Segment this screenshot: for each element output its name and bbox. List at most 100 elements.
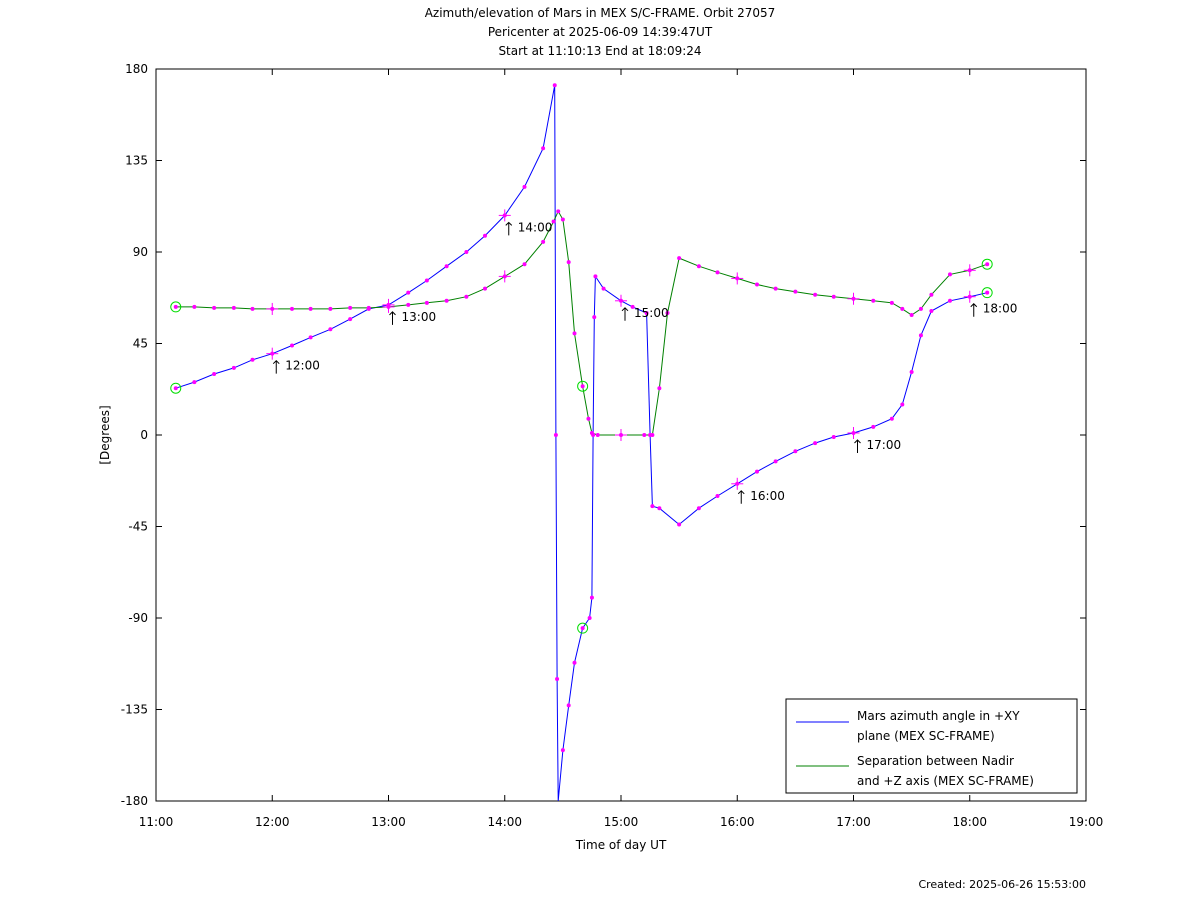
data-point-1	[580, 384, 585, 389]
hour-label: 12:00	[285, 359, 320, 373]
data-point-1	[586, 416, 591, 421]
series-line-1	[175, 210, 988, 436]
y-axis-label: [Degrees]	[98, 405, 112, 464]
data-point-1	[715, 270, 720, 275]
data-point-0	[889, 416, 894, 421]
y-tick-label: -180	[121, 794, 148, 808]
x-tick-label: 17:00	[836, 815, 871, 829]
data-point-0	[715, 494, 720, 498]
x-tick-label: 19:00	[1069, 815, 1104, 829]
data-point-1	[328, 306, 333, 311]
endpoint-circle	[981, 287, 993, 299]
y-tick-label: 180	[125, 62, 148, 76]
data-point-1	[985, 262, 990, 267]
data-point-0	[406, 290, 411, 295]
data-point-1	[657, 386, 662, 391]
data-point-1	[173, 304, 178, 309]
data-point-1	[556, 209, 561, 214]
data-point-0	[644, 311, 649, 315]
data-point-1	[909, 313, 914, 318]
data-point-0	[650, 504, 655, 509]
data-point-1	[250, 306, 255, 311]
data-point-0	[831, 435, 836, 440]
hour-arrow	[737, 490, 745, 504]
data-point-0	[552, 83, 557, 88]
data-point-0	[909, 369, 914, 374]
hour-label: 17:00	[867, 438, 902, 452]
legend: Mars azimuth angle in +XY plane (MEX SC-…	[785, 698, 1078, 794]
data-point-0	[328, 327, 333, 332]
data-point-1	[677, 256, 682, 261]
data-point-0	[755, 469, 760, 474]
data-point-0	[900, 402, 905, 407]
data-point-0	[580, 626, 585, 631]
data-point-0	[918, 333, 923, 338]
x-tick-label: 15:00	[604, 815, 639, 829]
data-point-0	[553, 433, 558, 437]
endpoint-circle	[981, 258, 993, 270]
data-point-1	[560, 217, 565, 222]
data-point-1	[424, 300, 429, 305]
data-point-0	[212, 372, 217, 376]
legend-label-azimuth-line2: plane (MEX SC-FRAME)	[857, 729, 995, 743]
created-timestamp: Created: 2025-06-26 15:53:00	[918, 878, 1086, 891]
data-point-1	[406, 302, 411, 307]
chart-title-line-2: Pericenter at 2025-06-09 14:39:47UT	[487, 25, 713, 39]
data-point-0	[677, 522, 682, 527]
data-point-1	[231, 305, 236, 310]
data-point-1	[642, 433, 647, 437]
data-point-0	[348, 317, 353, 322]
hour-label: 14:00	[518, 220, 553, 234]
y-tick-label: 135	[125, 154, 148, 168]
data-point-1	[444, 298, 449, 303]
y-tick-label: 45	[133, 337, 148, 351]
data-point-0	[173, 386, 178, 391]
data-point-0	[566, 703, 571, 708]
data-point-1	[696, 264, 701, 269]
y-tick-label: -45	[128, 520, 148, 534]
data-point-1	[947, 272, 952, 277]
data-point-0	[929, 308, 934, 313]
data-point-0	[555, 677, 560, 681]
data-point-1	[929, 292, 934, 297]
series-line-0	[175, 85, 988, 802]
data-point-1	[366, 305, 371, 310]
data-point-0	[250, 357, 255, 362]
data-point-0	[773, 459, 778, 464]
x-tick-label: 12:00	[255, 815, 290, 829]
data-point-1	[572, 331, 577, 336]
hour-arrow	[621, 307, 629, 321]
data-point-0	[482, 233, 487, 238]
data-point-0	[593, 274, 598, 279]
data-point-1	[348, 305, 353, 310]
data-point-1	[650, 433, 655, 437]
data-point-1	[566, 260, 571, 265]
data-point-0	[985, 290, 990, 295]
data-point-0	[657, 506, 662, 511]
data-point-0	[572, 660, 577, 665]
hour-label: 15:00	[634, 306, 669, 320]
legend-label-separation-line2: and +Z axis (MEX SC-FRAME)	[857, 774, 1034, 788]
data-point-1	[755, 282, 760, 287]
data-point-0	[696, 506, 701, 511]
hour-label: 13:00	[402, 310, 437, 324]
x-tick-label: 18:00	[952, 815, 987, 829]
data-point-0	[560, 748, 565, 753]
x-tick-label: 11:00	[139, 815, 174, 829]
hour-label: 16:00	[750, 489, 785, 503]
x-axis-label: Time of day UT	[575, 838, 667, 852]
legend-label-separation-line1: Separation between Nadir	[857, 754, 1014, 768]
data-point-1	[192, 304, 197, 309]
x-tick-label: 14:00	[487, 815, 522, 829]
x-tick-label: 13:00	[371, 815, 406, 829]
data-point-1	[290, 306, 295, 311]
hour-arrow	[505, 221, 513, 236]
data-point-1	[541, 239, 546, 244]
endpoint-circle	[170, 301, 182, 313]
data-point-0	[630, 304, 635, 309]
data-point-1	[482, 286, 487, 291]
data-point-0	[290, 343, 295, 348]
data-point-1	[665, 311, 670, 315]
y-tick-label: 90	[133, 245, 148, 259]
